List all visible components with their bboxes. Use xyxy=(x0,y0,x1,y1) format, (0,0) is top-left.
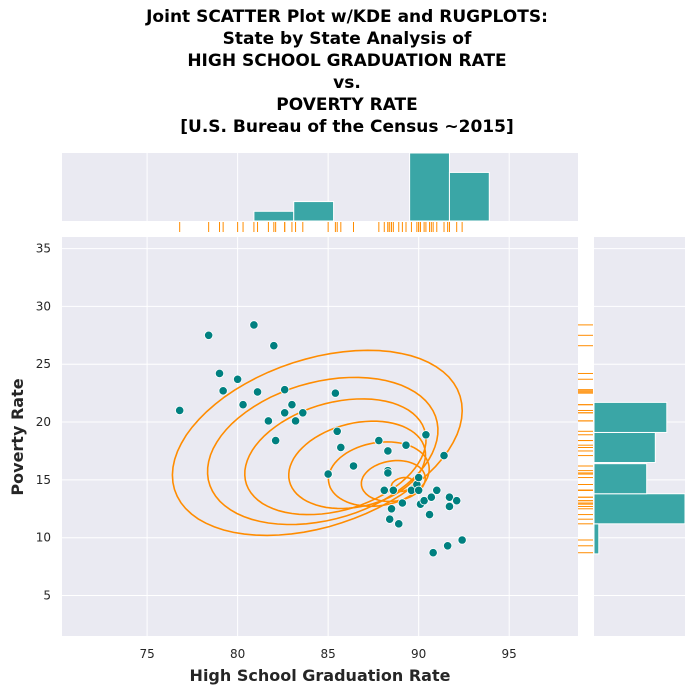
scatter-point xyxy=(348,461,359,471)
scatter-point xyxy=(175,405,185,416)
scatter-point xyxy=(280,385,290,395)
chart-title: Joint SCATTER Plot w/KDE and RUGPLOTS: S… xyxy=(0,6,694,138)
x-hist-bar xyxy=(409,152,450,222)
scatter-point xyxy=(271,435,281,446)
kde-contour xyxy=(327,441,431,508)
kde-contour xyxy=(171,349,464,537)
scatter-point xyxy=(298,408,308,418)
tick-labels: 75 80 85 90 95 5 10 15 20 25 30 35 xyxy=(36,242,517,661)
grid-lines xyxy=(62,153,685,636)
scatter-point xyxy=(428,548,438,558)
y-tick-label: 30 xyxy=(36,299,51,313)
scatter-point xyxy=(421,430,431,440)
scatter-point xyxy=(269,341,279,351)
x-hist-bar xyxy=(253,210,295,222)
x-hist-bar xyxy=(293,201,335,222)
kde-contour xyxy=(206,376,439,526)
scatter-point xyxy=(386,504,397,514)
y-tick-label: 15 xyxy=(36,473,51,487)
kde-contour xyxy=(360,459,427,503)
scatter-point xyxy=(252,387,263,397)
title-line: POVERTY RATE xyxy=(276,95,418,115)
y-tick-label: 20 xyxy=(36,415,51,429)
scatter-point xyxy=(432,485,442,495)
scatter-point xyxy=(374,435,384,446)
scatter-point xyxy=(397,498,407,508)
title-line: vs. xyxy=(333,73,361,93)
scatter-point xyxy=(332,426,342,436)
x-tick-label: 75 xyxy=(139,647,154,661)
kde-contours xyxy=(171,349,464,537)
scatter-point xyxy=(426,492,436,502)
scatter-point xyxy=(394,519,404,529)
scatter-point xyxy=(379,485,389,495)
scatter-point xyxy=(287,400,297,410)
scatter-point xyxy=(238,400,248,410)
x-tick-label: 95 xyxy=(502,647,517,661)
y-hist-bar xyxy=(593,463,648,495)
scatter-points xyxy=(175,320,467,558)
joint-plot-area xyxy=(62,237,578,636)
scatter-point xyxy=(443,541,453,551)
title-line: [U.S. Bureau of the Census ~2015] xyxy=(180,117,514,137)
rug-plots xyxy=(179,222,593,554)
scatter-point xyxy=(414,472,424,483)
scatter-point xyxy=(290,416,301,426)
y-hist-bar xyxy=(593,401,668,433)
marginal-histograms xyxy=(253,152,686,555)
scatter-point xyxy=(218,386,228,396)
y-tick-label: 10 xyxy=(36,531,51,545)
scatter-point xyxy=(414,485,424,495)
kde-contour xyxy=(288,420,427,510)
scatter-point xyxy=(249,320,259,330)
x-tick-label: 90 xyxy=(411,647,426,661)
scatter-point xyxy=(401,440,411,450)
scatter-point xyxy=(383,468,393,478)
title-line: Joint SCATTER Plot w/KDE and RUGPLOTS: xyxy=(146,7,548,27)
scatter-point xyxy=(444,492,455,502)
scatter-point xyxy=(280,408,290,418)
scatter-point xyxy=(214,368,225,379)
scatter-point xyxy=(444,501,455,512)
y-tick-label: 25 xyxy=(36,357,51,371)
scatter-point xyxy=(204,330,214,340)
y-hist-bar xyxy=(593,493,686,525)
scatter-point xyxy=(336,442,346,453)
scatter-point xyxy=(330,388,340,398)
scatter-point xyxy=(439,450,449,461)
scatter-point xyxy=(263,416,273,426)
y-hist-bar xyxy=(593,523,600,555)
title-line: State by State Analysis of xyxy=(222,29,472,49)
y-tick-label: 35 xyxy=(36,242,51,256)
x-hist-bar xyxy=(448,171,490,222)
scatter-point xyxy=(383,446,393,456)
scatter-point xyxy=(424,509,435,520)
y-tick-label: 5 xyxy=(43,589,51,603)
title-line: HIGH SCHOOL GRADUATION RATE xyxy=(187,51,507,71)
x-tick-label: 80 xyxy=(230,647,245,661)
scatter-point xyxy=(385,514,395,524)
scatter-point xyxy=(419,496,429,506)
x-axis-label: High School Graduation Rate xyxy=(190,666,451,685)
scatter-point xyxy=(452,496,462,506)
scatter-point xyxy=(388,485,398,495)
scatter-point xyxy=(233,374,243,384)
y-hist-bar xyxy=(593,431,656,464)
scatter-point xyxy=(323,469,333,479)
x-tick-label: 85 xyxy=(321,647,336,661)
y-axis-label: Poverty Rate xyxy=(8,378,27,495)
scatter-point xyxy=(457,535,467,545)
